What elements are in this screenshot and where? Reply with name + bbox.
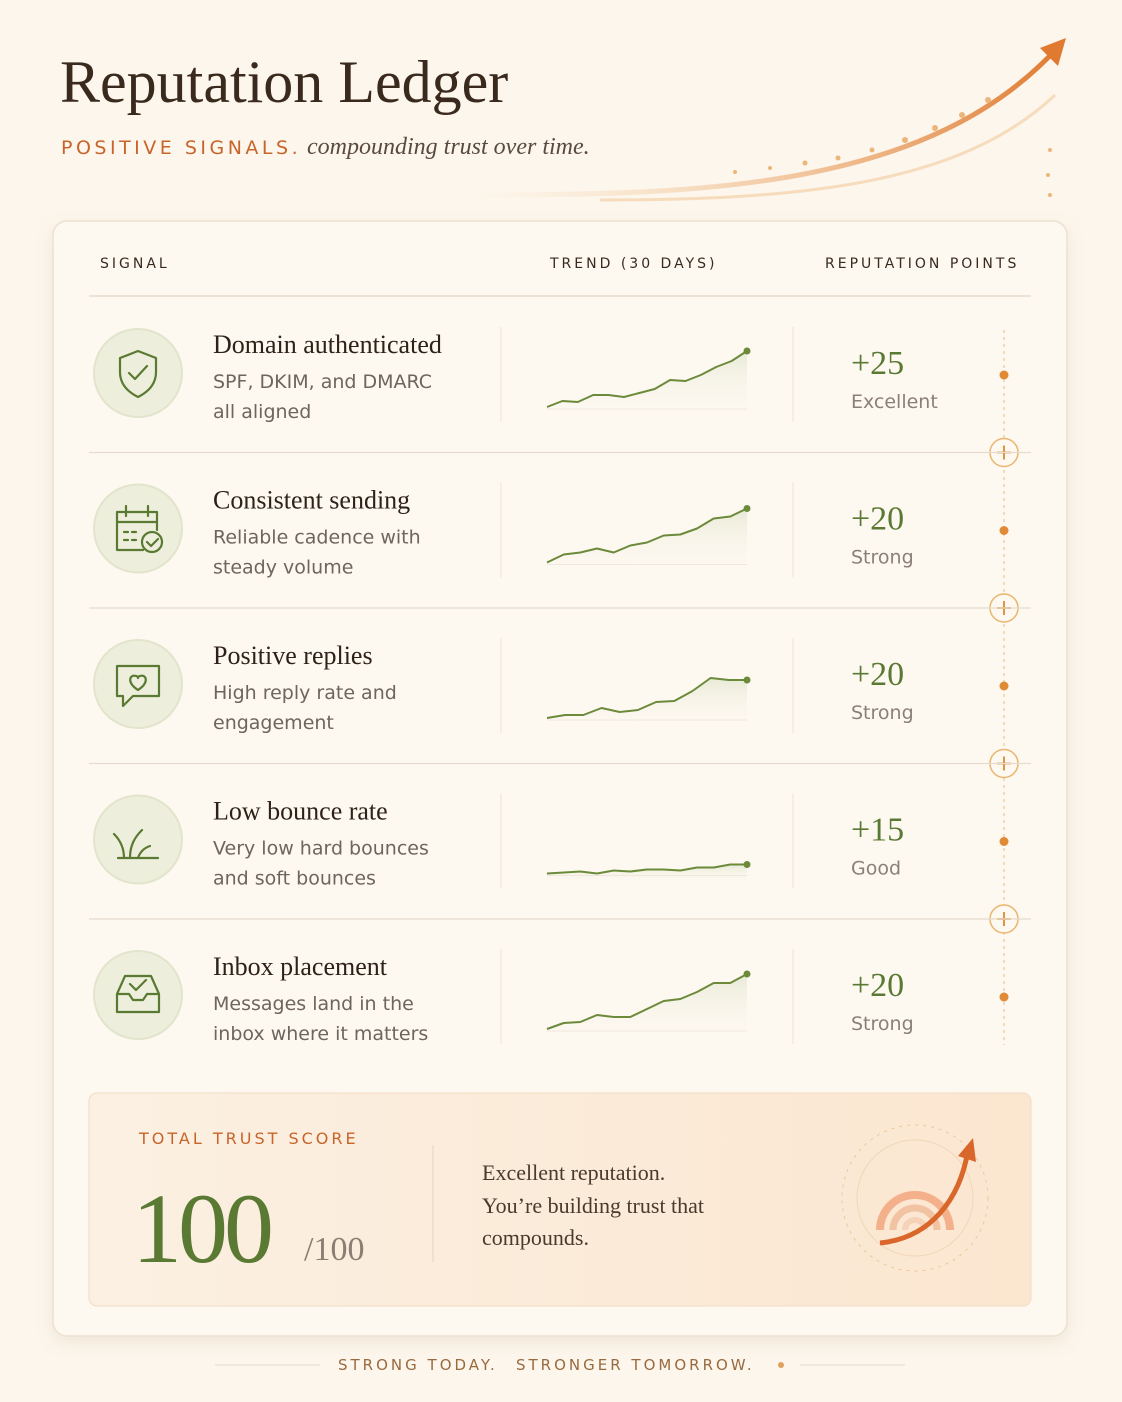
title: Reputation Ledger [60,49,508,115]
trend-endpoint [743,970,751,978]
signal-description: steady volume [213,557,353,579]
icon [112,828,160,860]
total-score: 100 [132,1173,271,1284]
icon [115,664,161,708]
signal-description: engagement [213,712,334,734]
signal-description: Very low hard bounces [213,838,429,860]
points: +25 [851,345,904,382]
column-header: REPUTATION POINTS [825,256,1019,272]
footer-text: STRONGER TOMORROW. [516,1356,755,1374]
total-message: You’re building trust that [482,1193,704,1218]
signal-description: Messages land in the [213,993,414,1015]
rating: Strong [851,702,914,724]
trend-endpoint [743,347,751,355]
signal-description: High reply rate and [213,682,397,704]
rows: Domain authenticated SPF, DKIM, and DMARC… [89,327,1031,1045]
signal-title: Positive replies [213,641,373,670]
kicker: POSITIVE SIGNALS. [61,137,301,159]
rating: Excellent [851,391,938,413]
footer-text: STRONG TODAY. [338,1356,498,1374]
icon-badge [93,483,183,574]
header-arrow-trail [599,93,1057,202]
signal-description: and soft bounces [213,868,376,890]
points: +20 [851,656,904,693]
total-label: TOTAL TRUST SCORE [138,1129,359,1148]
column-header: TREND (30 DAYS) [549,256,717,272]
points: +20 [851,967,904,1004]
icon-badge [93,950,183,1040]
icon-badge [93,639,183,729]
trend-area [547,351,747,417]
icon-badge [93,328,183,418]
signal-title: Inbox placement [213,952,388,981]
timeline-dot [999,681,1009,691]
trend-line [546,973,748,1030]
rating: Good [851,858,901,880]
subtitle: compounding trust over time. [307,134,590,160]
signal-title: Domain authenticated [213,330,442,359]
timeline-dot [999,837,1009,846]
trend-line [546,677,747,719]
total-message: Excellent reputation. [482,1160,665,1185]
card [52,220,1068,1337]
trend-endpoint [743,505,751,512]
trend-line [546,507,748,564]
timeline-dot [999,526,1009,535]
signal-description: inbox where it matters [213,1023,428,1045]
arrow-head [1040,38,1066,66]
footer-dot [778,1362,784,1368]
trend-area [547,864,747,884]
signal-description: SPF, DKIM, and DMARC [213,371,432,393]
timeline-dot [999,992,1009,1002]
header-dots [733,97,1052,197]
trend-area [547,508,747,573]
icon [115,974,161,1014]
signal-description: Reliable cadence with [213,527,421,549]
trend-area [547,974,747,1039]
points: +15 [851,812,904,849]
icon [118,349,158,399]
total-max: /100 [304,1231,364,1268]
rating: Strong [851,1013,914,1035]
trend-endpoint [743,861,751,868]
total-message: compounds. [482,1225,589,1250]
total-box [88,1092,1032,1307]
header-arrow [469,43,1062,198]
trust-emblem [841,1124,989,1272]
trend-endpoint [743,676,751,684]
icon [115,504,164,554]
trend-line [546,863,747,875]
timeline-dot [999,370,1009,380]
trend-line [546,350,748,408]
signal-title: Low bounce rate [213,797,388,826]
trend-area [547,678,747,728]
rating: Strong [851,547,914,569]
column-header: SIGNAL [100,256,170,272]
icon-badge [93,794,183,885]
signal-description: all aligned [213,401,311,423]
signal-title: Consistent sending [213,486,410,515]
points: +20 [851,501,904,538]
